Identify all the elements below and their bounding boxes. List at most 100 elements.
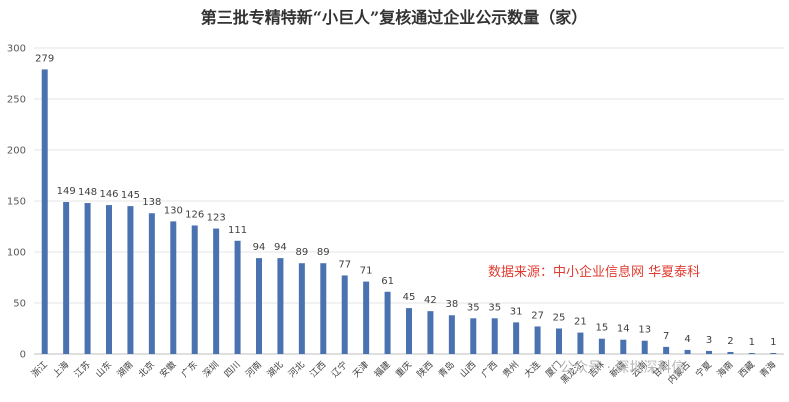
bar-深圳 [213,228,220,354]
bar-青岛 [448,315,455,354]
data-label: 7 [663,331,669,342]
data-label: 111 [228,225,247,236]
x-tick-label: 北京 [136,359,157,380]
bar-湖南 [127,206,134,354]
data-label: 94 [253,242,266,253]
bar-辽宁 [341,275,348,354]
bar-甘肃 [663,346,670,354]
bar-四川 [234,240,241,354]
bar-新疆 [620,339,627,354]
x-tick-label: 山东 [93,359,114,380]
x-tick-label: 辽宁 [329,359,350,380]
data-label: 145 [121,190,140,201]
data-label: 89 [295,247,308,258]
bar-宁夏 [706,350,712,354]
bar-吉林 [598,338,605,354]
data-label: 148 [78,187,97,198]
data-label: 31 [510,306,523,317]
data-label: 138 [142,197,161,208]
x-tick-label: 湖南 [114,359,135,380]
data-label: 45 [403,292,416,303]
data-label: 1 [770,337,776,348]
bar-安徽 [170,221,177,354]
data-label: 61 [381,276,394,287]
data-label: 21 [574,317,587,328]
x-tick-label: 陕西 [414,359,435,380]
bar-青海 [770,352,777,354]
y-tick-label: 0 [20,350,26,361]
x-tick-label: 大连 [521,359,542,380]
bars [41,69,777,355]
y-tick-label: 150 [7,197,26,208]
data-label: 130 [164,205,183,216]
x-tick-label: 广西 [479,359,500,380]
y-axis: 0 50 100 150 200 250 300 [7,44,26,361]
bar-黑龙江 [577,332,584,354]
x-tick-label: 浙江 [29,359,50,380]
data-label: 14 [617,324,630,335]
bar-重庆 [406,308,412,354]
x-tick-label: 广东 [179,359,200,380]
bar-天津 [363,281,370,354]
data-label: 4 [684,334,690,345]
data-label: 35 [488,302,501,313]
x-tick-label: 天津 [351,359,372,380]
data-label: 123 [207,213,226,224]
data-label: 2 [727,336,733,347]
x-tick-label: 青岛 [436,359,457,380]
data-label: 25 [553,313,566,324]
bar-贵州 [513,322,520,354]
x-tick-label: 湖北 [265,359,286,380]
x-tick-label: 江苏 [71,359,92,380]
bar-浙江 [41,69,48,355]
data-label: 146 [99,189,118,200]
bar-福建 [384,291,391,354]
data-label: 13 [638,325,651,336]
data-label: 71 [360,266,373,277]
x-tick-label: 宁夏 [693,359,714,380]
gridlines [34,47,784,355]
watermark: 公众号 · 深圳深科信 [560,360,685,376]
bar-广西 [491,318,498,354]
x-tick-label: 河北 [286,359,307,380]
x-tick-label: 四川 [223,360,243,380]
y-tick-label: 50 [13,299,26,310]
bar-海南 [727,351,734,354]
bar-西藏 [748,352,755,354]
data-label: 89 [317,247,330,258]
bar-云南 [641,340,648,354]
bar-大连 [534,326,541,354]
data-label: 77 [338,259,351,270]
x-tick-label: 山西 [458,359,479,380]
data-label: 126 [185,209,204,220]
bar-山西 [470,318,477,354]
x-tick-label: 青海 [757,359,778,380]
x-tick-label: 河南 [243,359,264,380]
data-label: 94 [274,242,287,253]
bar-北京 [148,213,155,354]
bar-山东 [106,205,112,354]
chart-title: 第三批专精特新“小巨人”复核通过企业公示数量（家） [201,8,587,27]
data-label: 38 [445,299,458,310]
data-label: 42 [424,295,437,306]
data-label: 149 [57,186,76,197]
data-label: 15 [595,323,608,334]
x-tick-label: 上海 [50,359,71,380]
bar-江西 [320,263,327,354]
data-label: 1 [749,337,755,348]
bar-厦门 [556,328,562,354]
x-tick-label: 江西 [308,359,329,380]
x-tick-label: 海南 [714,359,735,380]
bar-河北 [298,263,305,354]
bar-内蒙古 [684,349,691,354]
y-tick-label: 100 [7,248,26,259]
x-tick-label: 福建 [371,359,392,380]
x-tick-label: 重庆 [393,359,414,380]
bar-江苏 [84,203,91,354]
data-label: 279 [35,53,54,64]
bar-湖北 [277,258,284,354]
data-label: 3 [706,335,712,346]
y-tick-label: 200 [7,146,26,157]
